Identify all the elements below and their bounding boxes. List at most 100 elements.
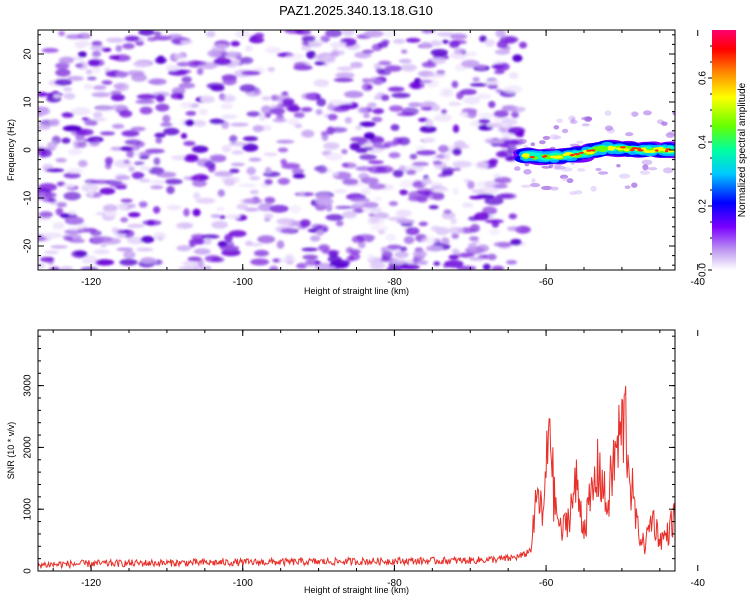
signal-halo-blob	[604, 125, 614, 131]
noise-blob	[120, 217, 129, 223]
noise-blob	[238, 183, 257, 188]
noise-blob	[153, 206, 161, 214]
noise-blob	[239, 84, 256, 93]
noise-blob	[487, 83, 498, 89]
signal-halo-blob	[661, 121, 668, 126]
noise-blob	[243, 198, 263, 205]
noise-blob	[55, 207, 64, 216]
signal-halo-blob	[541, 185, 553, 191]
signal-halo-blob	[569, 191, 577, 196]
noise-blob	[136, 93, 157, 100]
noise-blob	[471, 188, 486, 194]
noise-blob	[342, 178, 359, 186]
noise-blob	[120, 198, 133, 203]
noise-blob	[436, 31, 455, 37]
noise-blob	[99, 131, 116, 136]
noise-blob	[221, 120, 230, 130]
noise-blob	[115, 175, 131, 180]
noise-blob	[74, 40, 91, 47]
noise-blob	[45, 168, 65, 173]
noise-blob	[322, 249, 340, 255]
noise-blob	[128, 166, 135, 173]
noise-blob	[341, 149, 348, 155]
noise-blob	[478, 112, 496, 119]
noise-blob	[368, 212, 376, 218]
noise-blob	[372, 142, 383, 148]
noise-blob	[138, 30, 155, 36]
noise-blob	[126, 70, 145, 76]
noise-blob	[377, 70, 392, 76]
noise-blob	[484, 219, 504, 224]
snr-y-tick-label: 2000	[23, 436, 34, 459]
noise-blob	[185, 110, 197, 116]
noise-blob	[441, 166, 455, 175]
signal-halo-blob	[518, 138, 527, 144]
noise-blob	[405, 169, 417, 175]
noise-blob	[316, 98, 327, 107]
noise-blob	[62, 87, 73, 92]
noise-blob	[269, 204, 289, 213]
noise-blob	[226, 214, 241, 219]
noise-blob	[391, 92, 411, 98]
noise-blob	[167, 34, 183, 39]
noise-blob	[355, 201, 365, 206]
noise-blob	[432, 192, 445, 201]
noise-blob	[320, 35, 331, 43]
noise-blob	[484, 197, 504, 205]
signal-band-blob	[619, 146, 626, 149]
noise-blob	[111, 227, 118, 233]
noise-blob	[451, 80, 459, 89]
noise-blob	[405, 227, 420, 236]
noise-blob	[421, 61, 437, 68]
noise-blob	[382, 30, 399, 38]
noise-blob	[390, 124, 400, 131]
noise-blob	[350, 197, 370, 203]
noise-blob	[228, 230, 247, 238]
noise-blob	[83, 138, 97, 143]
noise-blob	[357, 107, 368, 114]
noise-blob	[443, 209, 452, 214]
noise-blob	[436, 70, 446, 75]
noise-blob	[441, 211, 456, 220]
snr-y-tick-label: 1000	[23, 498, 34, 521]
noise-blob	[292, 173, 306, 179]
noise-blob	[210, 85, 225, 92]
noise-blob	[155, 103, 170, 112]
noise-blob	[139, 106, 153, 115]
noise-blob	[190, 175, 198, 182]
noise-blob	[173, 40, 180, 45]
signal-halo-blob	[641, 159, 653, 165]
noise-blob	[325, 152, 343, 161]
noise-blob	[420, 106, 434, 111]
signal-halo-blob	[581, 123, 590, 127]
noise-blob	[285, 53, 305, 60]
noise-blob	[496, 40, 508, 49]
noise-blob	[450, 33, 468, 40]
noise-blob	[386, 244, 402, 250]
noise-blob	[482, 263, 491, 270]
noise-blob	[221, 249, 241, 257]
noise-blob	[476, 244, 490, 253]
signal-halo-blob	[539, 140, 546, 145]
noise-blob	[305, 258, 316, 268]
noise-blob	[430, 49, 449, 57]
noise-blob	[350, 61, 363, 69]
noise-blob	[426, 245, 444, 252]
noise-blob	[452, 187, 459, 195]
noise-blob	[469, 257, 485, 261]
noise-blob	[61, 112, 74, 118]
noise-blob	[451, 232, 459, 239]
noise-blob	[327, 266, 337, 270]
noise-blob	[180, 133, 188, 139]
noise-blob	[293, 112, 305, 119]
noise-blob	[264, 196, 276, 204]
signal-band-blob	[587, 151, 595, 155]
colorbar-label: Normalized spectral amplitude	[737, 82, 748, 217]
noise-blob	[491, 265, 505, 270]
noise-blob	[330, 50, 340, 58]
noise-blob	[395, 209, 412, 217]
noise-blob	[180, 102, 193, 109]
noise-blob	[493, 110, 509, 118]
noise-blob	[47, 198, 57, 203]
